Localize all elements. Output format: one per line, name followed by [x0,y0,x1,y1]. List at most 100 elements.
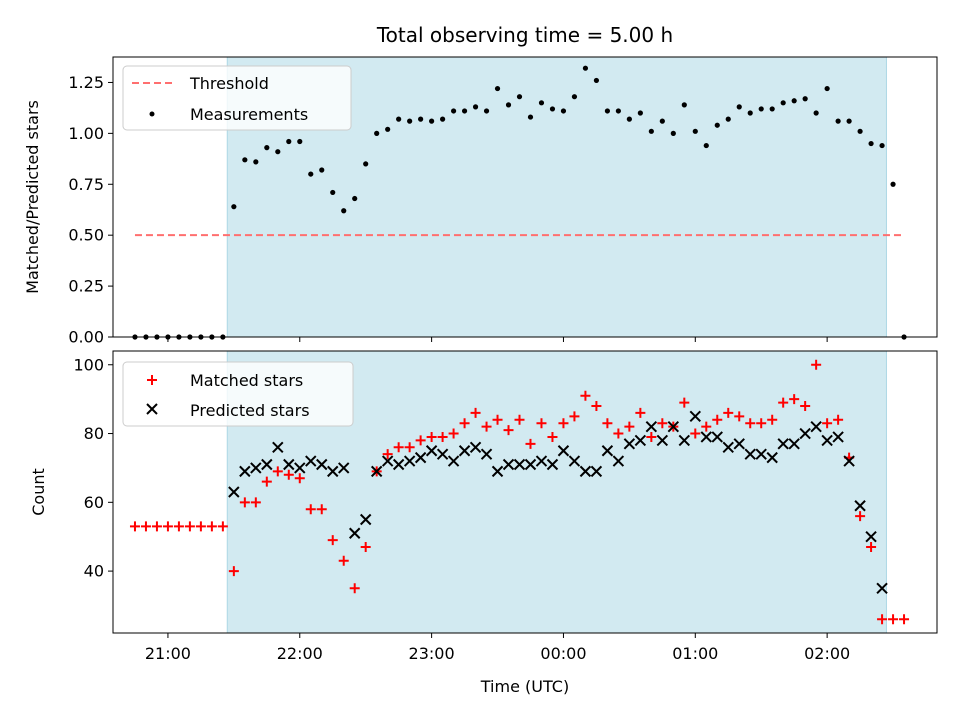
ratio-legend-box [122,65,352,131]
predicted-star-point [711,431,723,443]
y-tick-label: 40 [84,562,104,581]
measurement-point [505,102,512,108]
matched-star-point [415,435,426,446]
matched-star-point [569,411,580,422]
predicted-star-point [854,500,866,512]
count-y-axis: 40 60 80 100 [73,355,113,581]
ratio-panel-marks [132,65,907,340]
measurement-point [593,77,600,84]
measurement-point [890,181,896,187]
matched-star-point [316,504,327,515]
matched-star-point [712,414,723,425]
measurement-point [736,104,742,110]
matched-star-point [679,397,690,408]
count-y-axis-label: Count [29,468,48,516]
count-legend: Matched stars Predicted stars [122,361,354,427]
count-panel: 40 60 80 100 21:00 22:00 23:00 00:00 01:00 02:00… [29,350,938,696]
measurement-point [846,118,852,124]
ratio-y-axis-label: Matched/Predicted stars [23,100,42,294]
y-tick-label: 0.75 [68,175,104,194]
measurement-point [857,128,863,134]
matched-star-point [745,418,756,429]
measurement-point [396,116,402,122]
predicted-star-point [469,441,482,454]
predicted-star-point [601,445,614,457]
threshold-legend-label: Threshold [189,74,269,93]
measurements-legend-label: Measurements [190,105,308,124]
matched-star-point [448,428,459,439]
measurement-point [681,102,687,108]
matched-star-point [811,359,822,370]
predicted-star-point [733,438,745,450]
measurement-point [242,157,248,163]
measurement-point [582,65,589,71]
matched-star-point [723,407,734,418]
measurement-point [527,114,534,120]
matched-star-point [437,431,448,442]
measurement-point [604,108,611,114]
predicted-star-point [788,438,800,450]
time-x-axis: 21:00 22:00 23:00 00:00 01:00 02:00 [145,633,850,663]
measurement-point [780,100,786,106]
x-tick-label: 23:00 [409,644,455,663]
predicted-star-point [359,513,372,526]
predicted-star-point [645,420,658,433]
predicted-star-point [535,455,548,467]
measurement-point [341,208,347,214]
matched-star-point [426,431,437,442]
matched-star-point [734,411,745,422]
matched-star-point [888,614,899,625]
measurement-point [648,128,654,134]
predicted-star-point [524,458,537,471]
measurement-point [769,106,775,112]
predicted-star-point [777,438,789,450]
predicted-star-point [239,465,251,478]
predicted-star-point [546,458,559,471]
measurement-point [231,204,237,210]
measurement-point [330,189,336,196]
measurement-point [385,126,391,132]
measurement-point [703,142,709,149]
measurement-point [538,100,545,106]
measurement-point [472,104,479,110]
matched-star-point [228,566,239,577]
predicted-star-point [381,455,394,467]
y-tick-label: 60 [84,493,104,512]
matched-star-point [261,476,272,487]
matched-star-point [778,397,789,408]
predicted-star-point [491,465,504,478]
predicted-star-point [261,458,273,471]
matched-star-point [173,521,184,532]
matched-star-point [602,418,613,429]
predicted-star-point [656,434,669,447]
matched-star-point [536,418,547,429]
measurement-point [429,118,435,124]
y-tick-label: 1.25 [68,73,104,92]
predicted-star-point [590,465,603,478]
measurement-point [560,108,567,114]
measurement-point [571,94,578,100]
x-tick-label: 22:00 [277,644,323,663]
matched-star-point [140,521,151,532]
predicted-star-point [513,458,526,471]
matched-star-point [855,511,866,522]
matched-star-point [558,418,569,429]
measurement-point [440,116,446,122]
matched-star-point [327,535,338,546]
predicted-star-point [228,486,240,498]
matched-star-point [272,466,283,477]
measurement-point [879,142,885,149]
count-panel-marks [129,359,910,625]
predicted-star-point [403,455,416,467]
measurement-point [308,171,314,177]
measurement-point [791,98,797,104]
predicted-star-point [502,458,515,471]
measurement-point [461,108,468,114]
matched-star-point [514,414,525,425]
measurement-point [494,85,501,92]
y-tick-label: 0.25 [68,277,104,296]
measurement-point [483,108,490,114]
ratio-legend: Threshold Measurements [122,65,352,131]
x-tick-label: 02:00 [804,644,850,663]
matched-star-point [646,431,657,442]
